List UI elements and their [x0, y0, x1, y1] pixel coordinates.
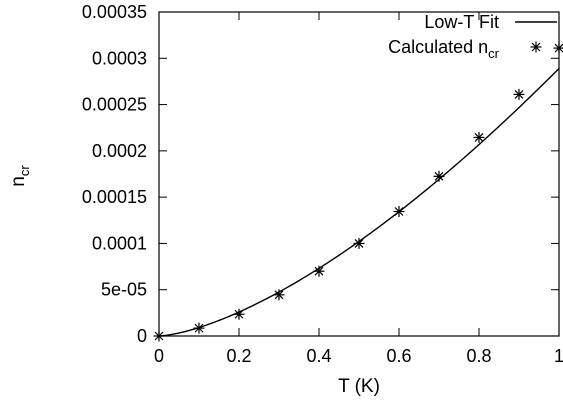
plot-frame [158, 11, 560, 337]
legend-marker-star [530, 41, 542, 53]
y-tick-label: 0 [137, 326, 147, 346]
y-tick-label: 0.0001 [92, 233, 147, 253]
y-tick-label: 5e-05 [101, 280, 147, 300]
y-axis-label: ncr [8, 165, 32, 187]
x-axis-ticks: 0 0.2 0.4 0.6 0.8 1 [154, 12, 563, 366]
y-tick-label: 0.0003 [92, 48, 147, 68]
data-point [393, 205, 405, 217]
y-tick-label: 0.0002 [92, 141, 147, 161]
x-axis-label: T (K) [338, 376, 380, 397]
data-point [433, 170, 445, 182]
x-tick-label: 0.6 [386, 346, 411, 366]
y-tick-label: 0.00015 [82, 187, 147, 207]
data-point [353, 237, 365, 249]
y-tick-label: 0.00025 [82, 95, 147, 115]
x-tick-label: 1 [554, 346, 563, 366]
x-tick-label: 0.4 [306, 346, 331, 366]
data-point [273, 289, 285, 301]
legend-label-calculated-main: Calculated n [388, 37, 488, 57]
legend-label-calculated-ncr: Calculated ncr [388, 37, 500, 61]
y-axis-label-sub: cr [17, 165, 32, 177]
x-tick-label: 0.2 [226, 346, 251, 366]
data-point [473, 131, 485, 143]
legend: Low-T Fit Calculated ncr [388, 12, 557, 61]
data-point [553, 42, 563, 54]
plot-series [153, 42, 563, 342]
data-point [513, 88, 525, 100]
data-point [153, 330, 165, 342]
x-tick-label: 0 [154, 346, 164, 366]
low-t-fit-line [158, 67, 560, 337]
axes [158, 11, 560, 337]
x-tick-label: 0.8 [466, 346, 491, 366]
y-axis-ticks: 0 5e-05 0.0001 0.00015 0.0002 0.00025 0.0003 0.… [82, 2, 559, 346]
legend-label-calculated-sub: cr [488, 46, 500, 61]
legend-label-low-t-fit: Low-T Fit [424, 12, 499, 32]
data-point [193, 322, 205, 334]
data-point [233, 308, 245, 320]
data-point [313, 265, 325, 277]
legend-swatch-calculated-ncr [530, 41, 542, 53]
y-axis-label-main: n [8, 176, 29, 187]
y-tick-label: 0.00035 [82, 2, 147, 22]
